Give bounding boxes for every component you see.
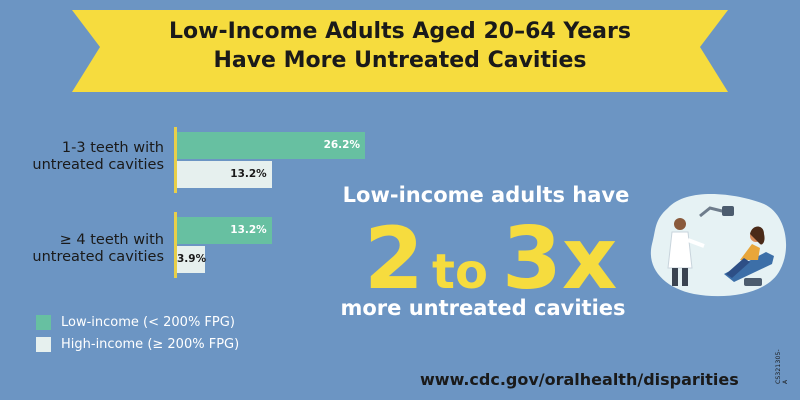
bar-high-income-1-3-teeth (177, 161, 272, 188)
category-label-1: 1-3 teeth with untreated cavities (4, 140, 164, 174)
legend-item-high-income: High-income (≥ 200% FPG) (36, 336, 239, 352)
axis-line-group-1 (174, 127, 177, 193)
title-banner (72, 10, 728, 92)
dental-chair-base (744, 278, 762, 286)
banner-shape (72, 10, 728, 92)
category-label-1-line1: 1-3 teeth with (61, 140, 164, 156)
document-code: CS321305-A (775, 349, 789, 384)
category-label-2: ≥ 4 teeth with untreated cavities (4, 232, 164, 266)
dental-lamp-arm (699, 206, 727, 218)
bar-label-high-income-1-3-teeth: 13.2% (230, 168, 267, 180)
legend-label-low-income: Low-income (< 200% FPG) (61, 314, 235, 330)
dental-lamp-head (722, 206, 734, 216)
legend-swatch-high-income (36, 336, 51, 352)
title-line-1: Low-Income Adults Aged 20–64 Years (169, 19, 631, 44)
bar-high-income-4plus-teeth (177, 246, 205, 273)
category-label-2-line2: untreated cavities (32, 249, 164, 265)
callout-big-left: 2 (364, 209, 424, 298)
category-label-2-line1: ≥ 4 teeth with (59, 232, 164, 248)
dentist-arm (687, 238, 705, 248)
dentist-and-patient-illustration (650, 193, 787, 297)
dentist-head (674, 218, 686, 230)
bar-label-low-income-4plus-teeth: 13.2% (230, 224, 267, 236)
callout-big-right: 3x (502, 209, 617, 298)
source-url: www.cdc.gov/oralhealth/disparities (420, 370, 739, 389)
bar-low-income-1-3-teeth (177, 132, 365, 159)
bar-label-high-income-4plus-teeth: 3.9% (177, 253, 207, 265)
callout-big-mid: to (432, 244, 488, 298)
callout-bottom-text: more untreated cavities (340, 296, 626, 320)
patient-hair (750, 226, 765, 245)
patient-body (740, 244, 760, 260)
callout-big-text: 2 to 3x (364, 209, 617, 298)
category-label-1-line2: untreated cavities (32, 157, 164, 173)
callout-top-text: Low-income adults have (342, 183, 630, 207)
legend-label-high-income: High-income (≥ 200% FPG) (61, 336, 240, 352)
patient-legs (726, 258, 750, 278)
bar-low-income-4plus-teeth (177, 217, 272, 244)
dentist-leg-left (672, 268, 678, 286)
title-line-2: Have More Untreated Cavities (213, 48, 587, 73)
dentist-leg-right (682, 268, 688, 286)
legend-swatch-low-income (36, 314, 51, 330)
dental-chair (724, 252, 774, 282)
axis-line-group-2 (174, 212, 177, 278)
bar-label-low-income-1-3-teeth: 26.2% (323, 139, 360, 151)
legend-item-low-income: Low-income (< 200% FPG) (36, 314, 235, 330)
dentist-coat (667, 231, 693, 269)
